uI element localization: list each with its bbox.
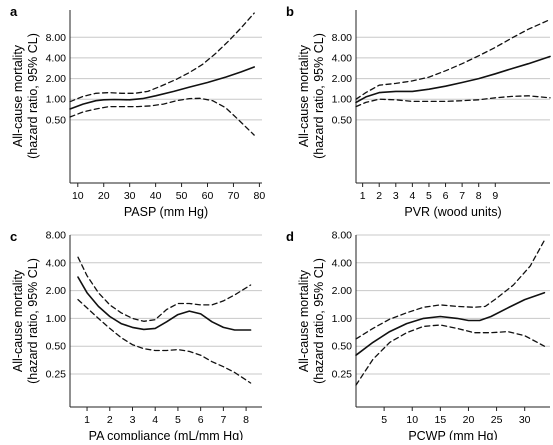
x-tick-label-b: 1 bbox=[360, 190, 366, 202]
x-tick-label-a: 80 bbox=[254, 190, 266, 202]
y-tick-label-d: 1.00 bbox=[332, 313, 353, 325]
series-upper-ci-d bbox=[355, 239, 546, 340]
y-tick-label-a: 4.00 bbox=[46, 52, 67, 64]
x-tick-label-c: 5 bbox=[175, 414, 181, 426]
x-tick-label-c: 8 bbox=[243, 414, 249, 426]
x-tick-label-a: 70 bbox=[228, 190, 240, 202]
series-estimate-c bbox=[77, 276, 252, 331]
x-tick-label-c: 6 bbox=[198, 414, 204, 426]
y-tick-label-c: 4.00 bbox=[46, 257, 67, 269]
y-tick-label-a: 8.00 bbox=[46, 32, 67, 44]
series-lower-ci-c bbox=[77, 298, 252, 384]
y-tick-label-c: 2.00 bbox=[46, 285, 67, 297]
x-tick-label-c: 4 bbox=[152, 414, 158, 426]
x-tick-label-d: 5 bbox=[381, 414, 387, 426]
x-tick-label-b: 9 bbox=[492, 190, 498, 202]
y-tick-label-d: 0.25 bbox=[332, 369, 353, 381]
y-tick-label-a: 1.00 bbox=[46, 94, 67, 106]
y-tick-label-b: 8.00 bbox=[332, 32, 353, 44]
x-tick-label-c: 1 bbox=[84, 414, 90, 426]
x-axis-label-b: PVR (wood units) bbox=[404, 205, 501, 219]
y-axis-label-d: All-cause mortality bbox=[297, 269, 311, 372]
y-tick-label-d: 0.50 bbox=[332, 341, 353, 353]
series-lower-ci-b bbox=[355, 95, 551, 108]
x-tick-label-b: 7 bbox=[459, 190, 465, 202]
y-axis-label-d: (hazard ratio, 95% CL) bbox=[312, 258, 326, 384]
x-tick-label-d: 15 bbox=[435, 414, 447, 426]
series-upper-ci-a bbox=[69, 12, 255, 103]
y-axis-label-a: (hazard ratio, 95% CL) bbox=[26, 33, 40, 159]
y-tick-label-c: 0.25 bbox=[46, 369, 67, 381]
y-axis-label-b: All-cause mortality bbox=[297, 44, 311, 147]
x-tick-label-d: 30 bbox=[519, 414, 531, 426]
series-estimate-a bbox=[69, 66, 255, 110]
x-tick-label-a: 60 bbox=[202, 190, 214, 202]
x-axis-label-d: PCWP (mm Hg) bbox=[408, 429, 497, 440]
x-tick-label-c: 7 bbox=[220, 414, 226, 426]
x-tick-label-b: 3 bbox=[393, 190, 399, 202]
y-tick-label-d: 8.00 bbox=[332, 230, 353, 242]
y-tick-label-c: 8.00 bbox=[46, 230, 67, 242]
x-tick-label-a: 10 bbox=[72, 190, 84, 202]
x-tick-label-b: 6 bbox=[443, 190, 449, 202]
series-estimate-b bbox=[355, 55, 551, 104]
x-tick-label-d: 25 bbox=[491, 414, 503, 426]
x-tick-label-a: 40 bbox=[150, 190, 162, 202]
x-tick-label-d: 20 bbox=[463, 414, 475, 426]
x-tick-label-c: 3 bbox=[130, 414, 136, 426]
x-tick-label-a: 30 bbox=[124, 190, 136, 202]
y-tick-label-b: 1.00 bbox=[332, 94, 353, 106]
y-tick-label-b: 0.50 bbox=[332, 114, 353, 126]
panel-label-d: d bbox=[286, 229, 294, 244]
x-tick-label-a: 50 bbox=[176, 190, 188, 202]
y-tick-label-a: 0.50 bbox=[46, 114, 67, 126]
y-tick-label-c: 1.00 bbox=[46, 313, 67, 325]
y-axis-label-a: All-cause mortality bbox=[11, 44, 25, 147]
series-estimate-d bbox=[355, 291, 546, 357]
panel-label-b: b bbox=[286, 4, 294, 19]
x-tick-label-a: 20 bbox=[98, 190, 110, 202]
series-lower-ci-d bbox=[355, 324, 546, 386]
x-tick-label-c: 2 bbox=[107, 414, 113, 426]
x-tick-label-b: 2 bbox=[376, 190, 382, 202]
y-tick-label-d: 2.00 bbox=[332, 285, 353, 297]
x-tick-label-d: 10 bbox=[406, 414, 418, 426]
y-tick-label-a: 2.00 bbox=[46, 73, 67, 85]
x-axis-label-a: PASP (mm Hg) bbox=[124, 205, 208, 219]
series-upper-ci-b bbox=[355, 18, 551, 100]
panel-label-a: a bbox=[10, 4, 18, 19]
x-tick-label-b: 4 bbox=[409, 190, 415, 202]
y-tick-label-b: 2.00 bbox=[332, 73, 353, 85]
y-tick-label-c: 0.50 bbox=[46, 341, 67, 353]
y-axis-label-c: (hazard ratio, 95% CL) bbox=[26, 258, 40, 384]
x-tick-label-b: 5 bbox=[426, 190, 432, 202]
x-axis-label-c: PA compliance (mL/mm Hg) bbox=[89, 429, 244, 440]
y-tick-label-b: 4.00 bbox=[332, 52, 353, 64]
y-axis-label-c: All-cause mortality bbox=[11, 269, 25, 372]
series-upper-ci-c bbox=[77, 256, 252, 322]
panel-label-c: c bbox=[10, 229, 17, 244]
x-tick-label-b: 8 bbox=[476, 190, 482, 202]
y-axis-label-b: (hazard ratio, 95% CL) bbox=[312, 33, 326, 159]
series-lower-ci-a bbox=[69, 97, 255, 136]
y-tick-label-d: 4.00 bbox=[332, 257, 353, 269]
